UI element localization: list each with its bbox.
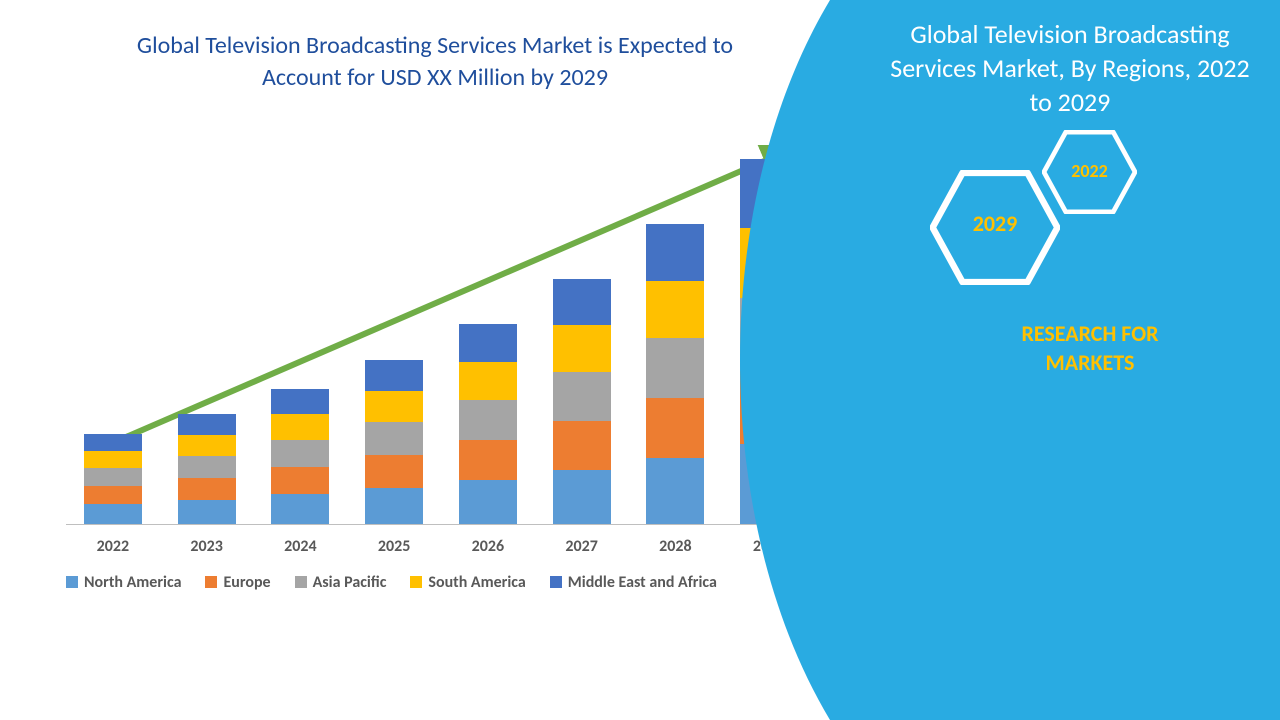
legend-item: Asia Pacific xyxy=(295,573,387,592)
bar-segment xyxy=(178,435,236,456)
brand-line-1: RESEARCH FOR xyxy=(930,320,1250,349)
x-tick-label: 2026 xyxy=(459,537,517,556)
bar-segment xyxy=(553,470,611,524)
x-tick-label: 2024 xyxy=(271,537,329,556)
bar-segment xyxy=(553,279,611,325)
chart-title: Global Television Broadcasting Services … xyxy=(95,30,775,95)
bar-column xyxy=(459,324,517,524)
bar-segment xyxy=(365,488,423,524)
bar-segment xyxy=(553,421,611,470)
bar-segment xyxy=(365,391,423,422)
x-tick-label: 2022 xyxy=(84,537,142,556)
x-tick-label: 2028 xyxy=(646,537,704,556)
bar-segment xyxy=(646,398,704,458)
bar-segment xyxy=(459,400,517,440)
legend-swatch xyxy=(295,576,307,588)
bar-segment xyxy=(365,455,423,488)
bar-segment xyxy=(553,372,611,421)
bar-segment xyxy=(271,389,329,414)
brand-line-2: MARKETS xyxy=(930,349,1250,378)
legend-swatch xyxy=(550,576,562,588)
side-panel: Global Television Broadcasting Services … xyxy=(830,0,1280,720)
bar-segment xyxy=(84,486,142,504)
legend: North America Europe Asia Pacific South Ame… xyxy=(60,573,810,592)
bar-segment xyxy=(646,281,704,338)
bar-segment xyxy=(178,500,236,524)
bar-segment xyxy=(271,494,329,524)
bar-segment xyxy=(646,338,704,398)
bar-segment xyxy=(271,440,329,467)
bar-segment xyxy=(553,325,611,372)
legend-item: Europe xyxy=(205,573,270,592)
hexagon-small-label: 2022 xyxy=(1042,160,1137,182)
bar-segment xyxy=(84,468,142,486)
bar-segment xyxy=(178,456,236,478)
legend-swatch xyxy=(66,576,78,588)
legend-label: Europe xyxy=(223,573,270,592)
bar-column xyxy=(271,389,329,524)
legend-item: Middle East and Africa xyxy=(550,573,717,592)
legend-swatch xyxy=(205,576,217,588)
page-root: Global Television Broadcasting Services … xyxy=(0,0,1280,720)
legend-label: Asia Pacific xyxy=(313,573,387,592)
legend-item: South America xyxy=(410,573,525,592)
bar-segment xyxy=(459,324,517,362)
bar-column xyxy=(553,279,611,524)
x-tick-label: 2027 xyxy=(553,537,611,556)
legend-label: North America xyxy=(84,573,181,592)
bar-segment xyxy=(271,414,329,440)
legend-label: Middle East and Africa xyxy=(568,573,717,592)
bar-column xyxy=(646,224,704,524)
bar-segment xyxy=(365,422,423,455)
bar-segment xyxy=(84,434,142,451)
x-tick-label: 2025 xyxy=(365,537,423,556)
bar-segment xyxy=(84,504,142,524)
brand-text: RESEARCH FOR MARKETS xyxy=(930,320,1250,377)
bar-segment xyxy=(178,414,236,435)
bar-column xyxy=(178,414,236,524)
hexagon-large-label: 2029 xyxy=(930,210,1060,237)
legend-item: North America xyxy=(66,573,181,592)
side-title: Global Television Broadcasting Services … xyxy=(890,18,1250,119)
bar-column xyxy=(84,434,142,524)
bar-column xyxy=(365,360,423,524)
bar-segment xyxy=(459,480,517,524)
bar-segment xyxy=(178,478,236,500)
x-tick-label: 2023 xyxy=(178,537,236,556)
bar-segment xyxy=(459,440,517,480)
legend-swatch xyxy=(410,576,422,588)
hexagon-group: 2029 2022 xyxy=(930,130,1190,300)
bar-segment xyxy=(646,224,704,281)
bar-segment xyxy=(84,451,142,468)
bar-segment xyxy=(365,360,423,391)
bar-segment xyxy=(646,458,704,524)
bar-segment xyxy=(271,467,329,494)
bar-segment xyxy=(459,362,517,400)
legend-label: South America xyxy=(428,573,525,592)
